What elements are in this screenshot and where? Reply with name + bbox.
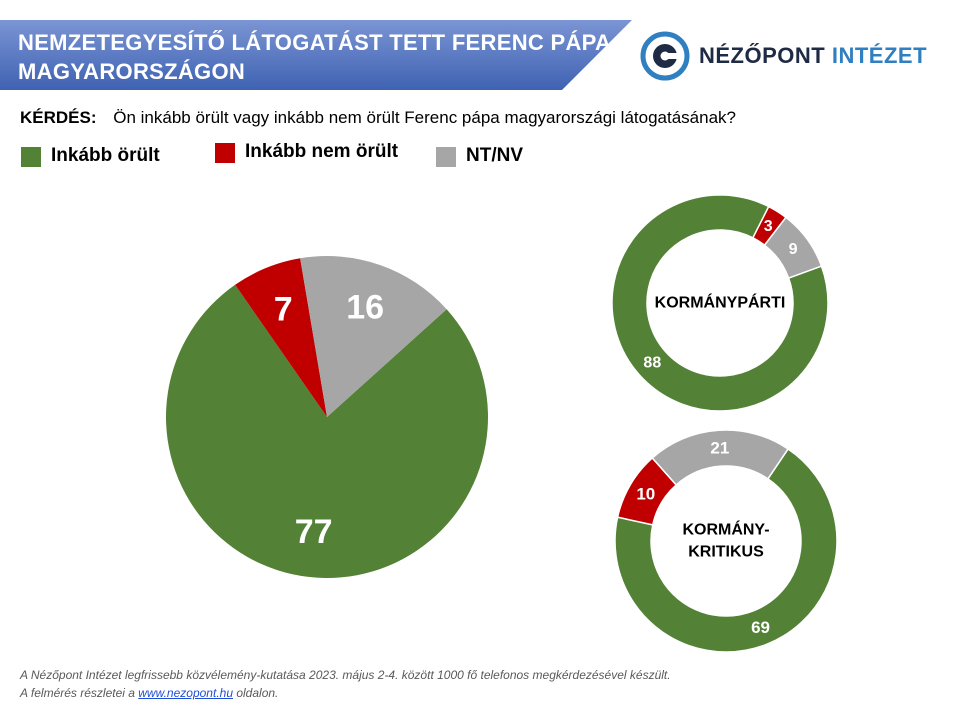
question-text: Ön inkább örült vagy inkább nem örült Fe… [113,108,736,127]
center-label: KRITIKUS [688,544,764,561]
legend-label: NT/NV [466,145,523,166]
logo-word-1: NÉZŐPONT [699,43,826,68]
data-label-dont-know: 9 [789,241,798,258]
legend-swatch-green [21,147,41,167]
data-label-dont-know: 21 [710,439,729,458]
survey-question: KÉRDÉS: Ön inkább örült vagy inkább nem … [20,108,736,128]
data-label-not-pleased: 10 [636,484,655,503]
slice-not-pleased [235,258,327,417]
pie-chart-total: 777 16 [166,255,489,578]
logo-word-2: INTÉZET [831,43,928,68]
page-title-line1: NEMZETEGYESÍTŐ LÁTOGATÁST TETT FERENC PÁ… [18,30,612,55]
title-banner [0,20,632,90]
donut-chart-pro-government: 88 39 KORMÁNYPÁRTI [611,194,829,412]
legend-label: Inkább nem örült [245,141,399,162]
legend-swatch-gray [436,147,456,167]
slice-pleased [166,284,489,578]
data-label-not-pleased: 3 [764,218,773,235]
page-title-line2: MAGYARORSZÁGON [18,59,246,84]
slice-pleased [611,194,829,412]
data-label-pleased: 88 [643,355,661,372]
nezopont-logo-text: NÉZŐPONT INTÉZET [699,43,927,69]
center-label: KORMÁNYPÁRTI [655,293,786,312]
slice-dont-know [651,429,790,486]
data-label-not-pleased: 7 [274,291,293,329]
slice-dont-know [763,216,823,279]
data-label-pleased: 77 [295,513,333,551]
data-label-pleased: 69 [751,618,770,637]
footer-methodology: A Nézőpont Intézet legfrissebb közvélemé… [20,668,671,682]
donut-chart-government-critical: 69 10 21 KORMÁNY- KRITIKUS [614,429,838,653]
website-link[interactable]: www.nezopont.hu [138,686,233,700]
question-label: KÉRDÉS: [20,108,97,127]
legend-label: Inkább örült [51,145,160,166]
slice-dont-know [300,255,447,417]
nezopont-logo-icon [640,31,690,81]
data-label-dont-know: 16 [346,289,384,327]
center-label: KORMÁNY- [682,520,769,539]
slice-pleased [614,447,838,653]
footer-details-prefix: A felmérés részletei a [20,686,139,700]
legend-swatch-red [215,143,235,163]
footer-details: A felmérés részletei a www.nezopont.hu o… [20,686,278,700]
footer-details-suffix: oldalon. [233,686,279,700]
